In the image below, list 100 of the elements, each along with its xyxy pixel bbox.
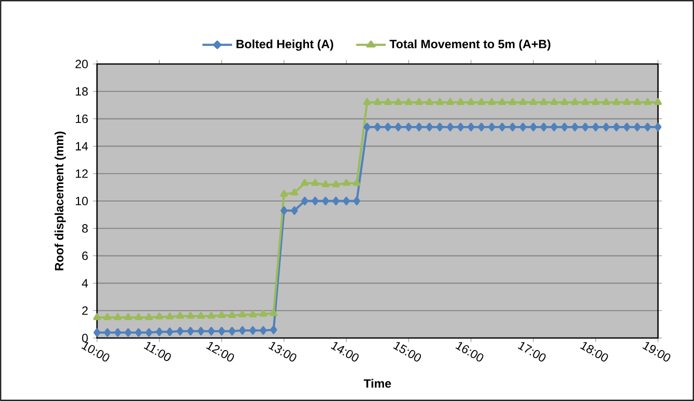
x-tick-label: 12:00 bbox=[206, 342, 234, 362]
point bbox=[145, 328, 152, 337]
point bbox=[498, 122, 506, 132]
point bbox=[248, 310, 257, 318]
point bbox=[301, 196, 308, 206]
point bbox=[238, 326, 246, 335]
point bbox=[332, 180, 340, 188]
point bbox=[290, 206, 298, 215]
point bbox=[166, 328, 174, 336]
point bbox=[529, 98, 538, 106]
point bbox=[228, 311, 236, 318]
point bbox=[135, 328, 142, 337]
point bbox=[654, 98, 662, 106]
point bbox=[488, 98, 496, 106]
point bbox=[571, 98, 579, 106]
point bbox=[342, 196, 350, 206]
point bbox=[415, 98, 423, 106]
point bbox=[94, 328, 100, 337]
point bbox=[394, 122, 402, 132]
point bbox=[478, 122, 485, 132]
point bbox=[540, 98, 548, 106]
y-tick-label: 20 bbox=[76, 60, 88, 68]
y-tick-label: 4 bbox=[82, 279, 88, 288]
point bbox=[644, 122, 652, 132]
point bbox=[124, 328, 132, 337]
point bbox=[592, 98, 600, 106]
point bbox=[457, 122, 464, 132]
point bbox=[186, 312, 194, 319]
y-tick-label: 10 bbox=[76, 196, 88, 206]
point bbox=[394, 98, 402, 106]
point bbox=[602, 122, 610, 132]
legend-label: Total Movement to 5m (A+B) bbox=[390, 39, 550, 51]
point bbox=[436, 122, 444, 132]
x-tick-label: 14:00 bbox=[330, 342, 359, 362]
point bbox=[104, 328, 111, 337]
point bbox=[446, 98, 454, 106]
point bbox=[218, 326, 226, 336]
point bbox=[644, 98, 652, 106]
point bbox=[561, 122, 568, 132]
y-tick-label: 0 bbox=[82, 334, 88, 342]
point bbox=[374, 98, 382, 106]
y-tick-label: 16 bbox=[76, 114, 88, 124]
point bbox=[571, 122, 578, 132]
point bbox=[322, 180, 330, 188]
point bbox=[156, 328, 163, 336]
point bbox=[467, 98, 475, 106]
point bbox=[436, 98, 444, 106]
x-tick-label: 18:00 bbox=[580, 342, 608, 362]
point bbox=[187, 326, 194, 336]
point bbox=[311, 178, 320, 186]
point bbox=[384, 98, 392, 106]
point bbox=[249, 326, 256, 335]
x-tick-label: 17:00 bbox=[518, 342, 546, 362]
point bbox=[207, 312, 216, 319]
point bbox=[622, 98, 631, 106]
point bbox=[342, 178, 350, 186]
x-tick-label: 10:00 bbox=[81, 342, 110, 362]
point bbox=[197, 312, 205, 319]
point bbox=[155, 312, 164, 320]
point bbox=[581, 98, 590, 106]
point bbox=[363, 98, 371, 106]
point bbox=[104, 313, 112, 320]
point bbox=[312, 196, 319, 206]
y-tick-label: 14 bbox=[76, 142, 88, 150]
point bbox=[468, 122, 474, 132]
point bbox=[654, 122, 662, 132]
x-tick-label: 11:00 bbox=[144, 342, 171, 362]
point bbox=[478, 98, 486, 106]
point bbox=[228, 326, 236, 336]
point bbox=[260, 326, 267, 335]
point bbox=[582, 122, 589, 132]
point bbox=[456, 98, 464, 106]
point bbox=[530, 122, 537, 132]
y-tick-label: 2 bbox=[82, 306, 88, 315]
point bbox=[352, 178, 361, 186]
point bbox=[592, 122, 600, 132]
point bbox=[374, 122, 381, 132]
x-tick-label: 19:00 bbox=[642, 342, 670, 362]
point bbox=[623, 122, 630, 132]
point bbox=[540, 122, 548, 132]
point bbox=[560, 98, 568, 106]
y-tick-label: 18 bbox=[76, 87, 88, 96]
point bbox=[114, 313, 122, 320]
point bbox=[550, 98, 558, 106]
point bbox=[124, 313, 132, 320]
point bbox=[405, 122, 412, 132]
point bbox=[612, 98, 620, 106]
point bbox=[290, 188, 298, 196]
point bbox=[384, 122, 392, 132]
point bbox=[270, 326, 278, 334]
point bbox=[550, 122, 558, 132]
point bbox=[509, 122, 516, 132]
point bbox=[633, 98, 642, 106]
point bbox=[176, 312, 184, 319]
x-tick-label: 13:00 bbox=[268, 342, 296, 362]
point bbox=[218, 311, 226, 318]
point bbox=[93, 313, 101, 320]
x-axis-title: Time bbox=[364, 378, 391, 388]
point bbox=[270, 309, 278, 316]
y-axis-title: Roof displacement (mm) bbox=[54, 132, 66, 270]
